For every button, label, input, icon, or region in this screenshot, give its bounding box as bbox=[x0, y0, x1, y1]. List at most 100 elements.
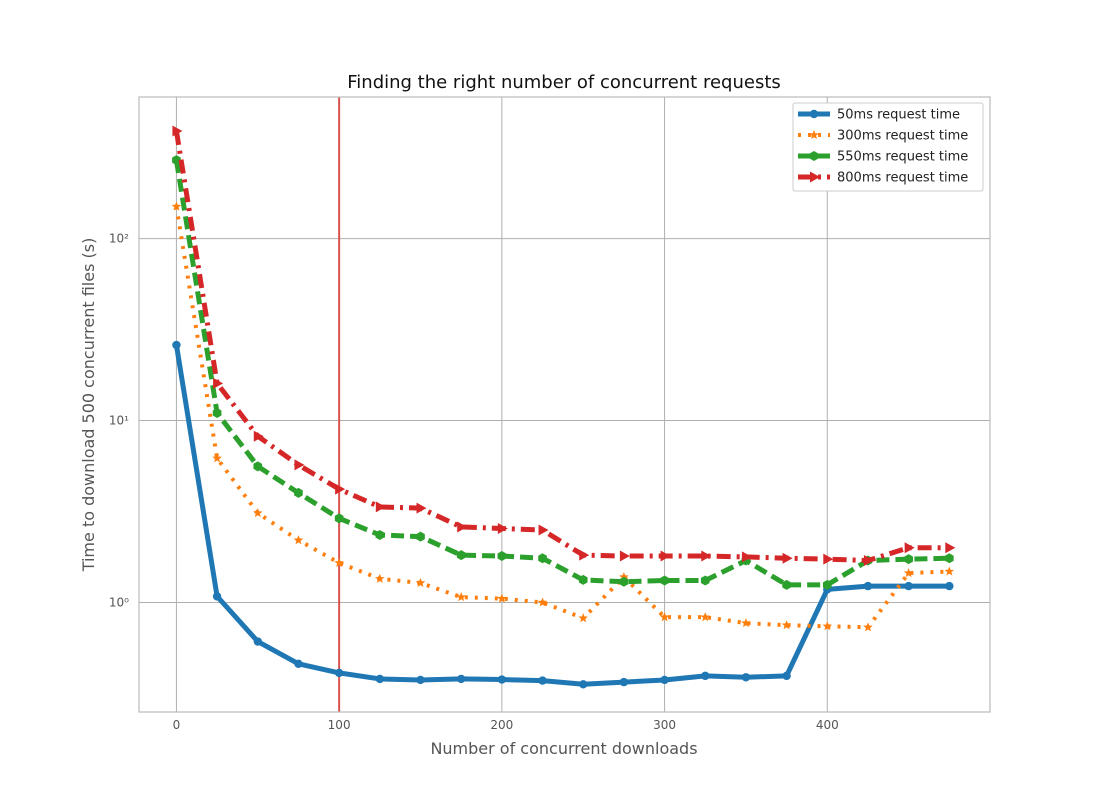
data-point bbox=[456, 550, 466, 561]
x-tick-label: 200 bbox=[490, 718, 513, 732]
data-point bbox=[497, 551, 507, 562]
legend: 50ms request time 300ms request time 550ms… bbox=[792, 102, 984, 192]
series-2 bbox=[172, 155, 954, 590]
data-point bbox=[415, 577, 426, 587]
data-point bbox=[945, 581, 954, 591]
legend-label: 50ms request time bbox=[837, 108, 960, 123]
data-point bbox=[457, 521, 468, 533]
tick-labels: 0 100 200 300 400 10⁰ 10¹ 10² bbox=[109, 232, 839, 732]
data-point bbox=[253, 461, 263, 472]
legend-swatch-marker bbox=[809, 151, 819, 161]
data-point bbox=[660, 575, 669, 586]
data-point bbox=[822, 621, 833, 631]
data-point bbox=[619, 576, 629, 587]
data-point bbox=[700, 612, 710, 622]
series-line bbox=[174, 206, 950, 630]
data-point bbox=[579, 549, 590, 561]
legend-swatch-marker bbox=[809, 109, 819, 119]
series-layer bbox=[171, 125, 956, 689]
series-line bbox=[173, 159, 950, 588]
data-point bbox=[782, 671, 791, 681]
data-point bbox=[579, 680, 588, 689]
data-point bbox=[619, 550, 630, 562]
series-1 bbox=[171, 201, 955, 632]
legend-label: 800ms request time bbox=[837, 171, 968, 186]
legend-swatch-marker bbox=[809, 130, 819, 140]
data-point bbox=[537, 597, 548, 607]
chart-title: Finding the right number of concurrent r… bbox=[347, 72, 781, 93]
data-point bbox=[335, 483, 346, 495]
data-point bbox=[497, 675, 507, 684]
legend-swatch-marker bbox=[810, 171, 820, 183]
data-point bbox=[497, 522, 508, 534]
data-point bbox=[172, 125, 183, 137]
data-point bbox=[212, 453, 222, 463]
data-point bbox=[782, 579, 791, 590]
data-point bbox=[456, 592, 466, 602]
data-point bbox=[171, 201, 182, 211]
data-point bbox=[944, 566, 955, 576]
data-point bbox=[945, 542, 956, 554]
data-point bbox=[293, 535, 304, 545]
series-line bbox=[173, 344, 950, 687]
data-point bbox=[375, 501, 386, 513]
data-point bbox=[538, 553, 547, 564]
data-point bbox=[619, 572, 629, 582]
data-point bbox=[660, 550, 671, 562]
data-point bbox=[863, 555, 874, 567]
data-point bbox=[741, 551, 752, 563]
data-point bbox=[863, 622, 873, 632]
data-point bbox=[416, 531, 425, 542]
data-point bbox=[294, 659, 303, 669]
data-point bbox=[334, 513, 344, 524]
x-tick-label: 0 bbox=[173, 718, 181, 732]
data-point bbox=[172, 340, 181, 350]
data-point bbox=[823, 553, 834, 565]
data-point bbox=[578, 613, 588, 623]
data-point bbox=[375, 573, 385, 583]
data-point bbox=[213, 377, 224, 389]
data-point bbox=[700, 575, 710, 586]
data-point bbox=[822, 579, 832, 590]
y-tick-label: 10¹ bbox=[109, 414, 129, 428]
data-point bbox=[253, 637, 262, 646]
data-point bbox=[741, 673, 751, 682]
data-point bbox=[212, 407, 222, 418]
plot-frame bbox=[138, 96, 991, 713]
data-point bbox=[538, 676, 547, 685]
data-point bbox=[538, 524, 549, 536]
legend-label: 550ms request time bbox=[837, 150, 968, 165]
data-point bbox=[659, 612, 670, 622]
data-point bbox=[701, 671, 710, 681]
data-point bbox=[375, 529, 385, 540]
data-point bbox=[375, 674, 385, 684]
data-point bbox=[701, 550, 712, 562]
legend-box bbox=[792, 102, 984, 192]
data-point bbox=[863, 581, 873, 591]
data-point bbox=[660, 675, 669, 685]
data-point bbox=[741, 618, 751, 628]
data-point bbox=[904, 554, 913, 565]
data-point bbox=[416, 675, 425, 685]
x-tick-label: 400 bbox=[816, 718, 839, 732]
x-tick-label: 100 bbox=[328, 718, 351, 732]
y-tick-label: 10⁰ bbox=[109, 595, 129, 609]
data-point bbox=[781, 620, 792, 630]
data-point bbox=[578, 574, 588, 585]
x-axis-label: Number of concurrent downloads bbox=[430, 739, 697, 758]
legend-label: 300ms request time bbox=[837, 129, 968, 144]
x-tick-label: 300 bbox=[653, 718, 676, 732]
series-0 bbox=[172, 340, 954, 689]
data-point bbox=[294, 487, 303, 498]
data-point bbox=[416, 502, 427, 514]
series-line bbox=[173, 130, 950, 564]
data-point bbox=[497, 593, 507, 603]
data-point bbox=[782, 552, 793, 564]
data-point bbox=[456, 674, 466, 684]
y-axis-label: Time to download 500 concurrent files (s… bbox=[79, 238, 98, 573]
data-point bbox=[334, 668, 344, 678]
data-point bbox=[619, 677, 629, 687]
data-point bbox=[944, 553, 954, 564]
